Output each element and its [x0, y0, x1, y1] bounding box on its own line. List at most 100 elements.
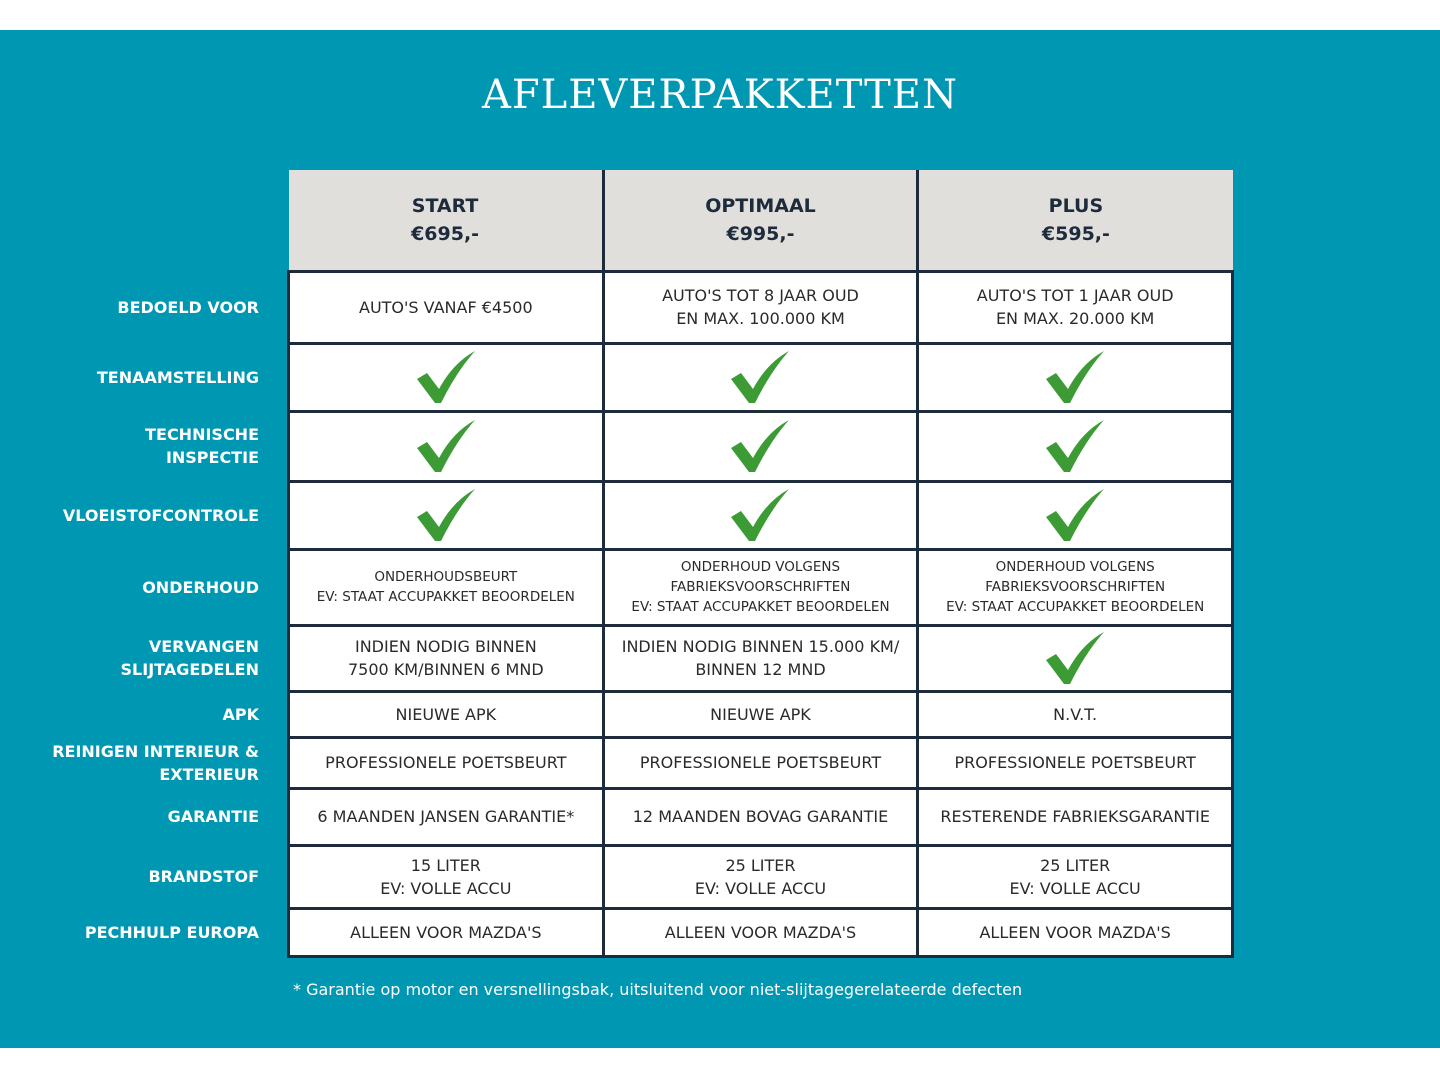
row-label: GARANTIE	[0, 805, 259, 828]
package-price: €995,-	[726, 222, 795, 245]
cell-text: RESTERENDE FABRIEKSGARANTIE	[940, 807, 1210, 826]
table-cell: ONDERHOUD VOLGENS FABRIEKSVOORSCHRIFTEN EV…	[601, 547, 920, 627]
cell-text: FABRIEKSVOORSCHRIFTEN	[670, 579, 851, 595]
row-label-line: GARANTIE	[167, 807, 259, 826]
table-cell: ONDERHOUDSBEURT EV: STAAT ACCUPAKKET BEOO…	[287, 547, 605, 627]
table-cell	[916, 341, 1234, 413]
check-icon	[415, 489, 477, 541]
cell-text: ALLEEN VOOR MAZDA'S	[664, 922, 857, 942]
row-label: ONDERHOUD	[0, 576, 259, 599]
table-cell: PROFESSIONELE POETSBEURT	[916, 735, 1234, 790]
row-label: REINIGEN INTERIEUR & EXTERIEUR	[0, 740, 259, 786]
cell-text: EN MAX. 100.000 KM	[676, 309, 845, 328]
table-row	[287, 409, 1234, 483]
table-cell: ALLEEN VOOR MAZDA'S	[287, 906, 605, 958]
cell-text: EV: VOLLE ACCU	[694, 878, 827, 898]
cell-text: EV: STAAT ACCUPAKKET BEOORDELEN	[631, 599, 890, 615]
cell-text: NIEUWE APK	[395, 704, 497, 724]
cell-text: EV: STAAT ACCUPAKKET BEOORDELEN	[946, 599, 1205, 615]
cell-text: ONDERHOUD VOLGENS	[995, 559, 1155, 575]
row-label-line: TECHNISCHE	[145, 425, 259, 444]
table-row: PROFESSIONELE POETSBEURT PROFESSIONELE PO…	[287, 735, 1234, 790]
check-icon	[415, 351, 477, 403]
row-label: BEDOELD VOOR	[0, 296, 259, 319]
row-label-line: TENAAMSTELLING	[96, 367, 259, 387]
cell-text: 25 LITER	[1040, 855, 1111, 875]
table-cell: INDIEN NODIG BINNEN 15.000 KM/BINNEN 12 …	[601, 623, 920, 693]
cell-text: AUTO'S VANAF €4500	[359, 297, 533, 317]
cell-text: NIEUWE APK	[710, 704, 811, 724]
row-label: PECHHULP EUROPA	[0, 921, 259, 944]
cell-text: ALLEEN VOOR MAZDA'S	[979, 922, 1171, 942]
cell-text: ALLEEN VOOR MAZDA'S	[350, 922, 542, 942]
row-label-line: PECHHULP EUROPA	[84, 922, 259, 942]
package-name: PLUS	[1048, 194, 1104, 217]
page-title: AFLEVERPAKKETTEN	[482, 72, 958, 118]
cell-text: INDIEN NODIG BINNEN	[354, 637, 537, 656]
table-cell: RESTERENDE FABRIEKSGARANTIE	[916, 786, 1234, 847]
check-icon	[415, 420, 477, 472]
row-label-line: SLIJTAGEDELEN	[120, 660, 259, 679]
table-cell: NIEUWE APK	[601, 689, 920, 739]
package-name: START	[411, 194, 479, 217]
table-cell: AUTO'S TOT 1 JAAR OUD EN MAX. 20.000 KM	[916, 269, 1234, 345]
table-cell: N.V.T.	[916, 689, 1234, 739]
check-icon	[1044, 420, 1106, 472]
table-cell	[916, 409, 1234, 483]
row-label: APK	[0, 703, 259, 726]
table-cell	[601, 409, 920, 483]
row-label-line: EXTERIEUR	[159, 764, 259, 784]
table-cell: 25 LITER EV: VOLLE ACCU	[916, 843, 1234, 910]
table-cell: 6 MAANDEN JANSEN GARANTIE*	[287, 786, 605, 847]
cell-text: EV: VOLLE ACCU	[380, 878, 512, 898]
package-header-start: START €695,-	[288, 170, 605, 273]
cell-text: AUTO'S TOT 1 JAAR OUD	[976, 286, 1174, 305]
cell-text: EV: STAAT ACCUPAKKET BEOORDELEN	[316, 589, 575, 605]
cell-text: 6 MAANDEN JANSEN GARANTIE*	[317, 807, 575, 826]
row-label-line: ONDERHOUD	[142, 577, 259, 597]
cell-text: 25 LITER	[725, 855, 796, 875]
cell-text: 12 MAANDEN BOVAG GARANTIE	[632, 807, 889, 826]
table-cell	[287, 409, 605, 483]
check-icon	[1044, 489, 1106, 541]
table-row: AUTO'S VANAF €4500 AUTO'S TOT 8 JAAR OUD E…	[287, 269, 1234, 345]
check-icon	[729, 489, 791, 541]
table-cell: 15 LITER EV: VOLLE ACCU	[287, 843, 605, 910]
row-label-line: BRANDSTOF	[148, 867, 259, 886]
check-icon	[729, 351, 791, 403]
table-cell: ALLEEN VOOR MAZDA'S	[601, 906, 920, 958]
check-icon	[1044, 632, 1106, 684]
cell-text: 7500 KM/BINNEN 6 MND	[348, 660, 544, 679]
cell-text: ONDERHOUDSBEURT	[374, 569, 518, 585]
table-row: INDIEN NODIG BINNEN 7500 KM/BINNEN 6 MND I…	[287, 623, 1234, 693]
row-label: TECHNISCHE INSPECTIE	[0, 423, 259, 469]
row-label-line: INSPECTIE	[165, 448, 259, 467]
package-header-plus: PLUS €595,-	[916, 170, 1233, 273]
row-label: TENAAMSTELLING	[0, 366, 259, 389]
row-labels: BEDOELD VOOR TENAAMSTELLING TECHNISCHE INSP…	[0, 0, 270, 942]
table-row	[287, 479, 1234, 551]
row-label-line: APK	[222, 704, 259, 724]
packages-table: START €695,- OPTIMAAL €995,- PLUS €595,- AU…	[287, 170, 1234, 958]
table-cell: PROFESSIONELE POETSBEURT	[601, 735, 920, 790]
cell-text: PROFESSIONELE POETSBEURT	[639, 753, 882, 772]
cell-text: AUTO'S TOT 8 JAAR OUD	[662, 286, 859, 305]
table-row: ALLEEN VOOR MAZDA'S ALLEEN VOOR MAZDA'S AL…	[287, 906, 1234, 958]
table-cell: 25 LITER EV: VOLLE ACCU	[601, 843, 920, 910]
table-cell	[916, 623, 1234, 693]
table-cell: 12 MAANDEN BOVAG GARANTIE	[601, 786, 920, 847]
cell-text: PROFESSIONELE POETSBEURT	[954, 753, 1196, 772]
table-cell	[916, 479, 1234, 551]
package-price: €695,-	[411, 222, 480, 245]
cell-text: INDIEN NODIG BINNEN 15.000 KM/	[621, 637, 900, 656]
cell-text: FABRIEKSVOORSCHRIFTEN	[985, 579, 1166, 595]
table-cell	[601, 479, 920, 551]
table-row: 6 MAANDEN JANSEN GARANTIE* 12 MAANDEN BOV…	[287, 786, 1234, 847]
row-label-line: REINIGEN INTERIEUR &	[52, 741, 259, 761]
header-row: START €695,- OPTIMAAL €995,- PLUS €595,-	[288, 170, 1233, 273]
package-header-optimaal: OPTIMAAL €995,-	[601, 170, 920, 273]
cell-text: BINNEN 12 MND	[695, 660, 826, 679]
check-icon	[729, 420, 791, 472]
table-cell: AUTO'S TOT 8 JAAR OUD EN MAX. 100.000 KM	[601, 269, 920, 345]
table-cell: NIEUWE APK	[287, 689, 605, 739]
